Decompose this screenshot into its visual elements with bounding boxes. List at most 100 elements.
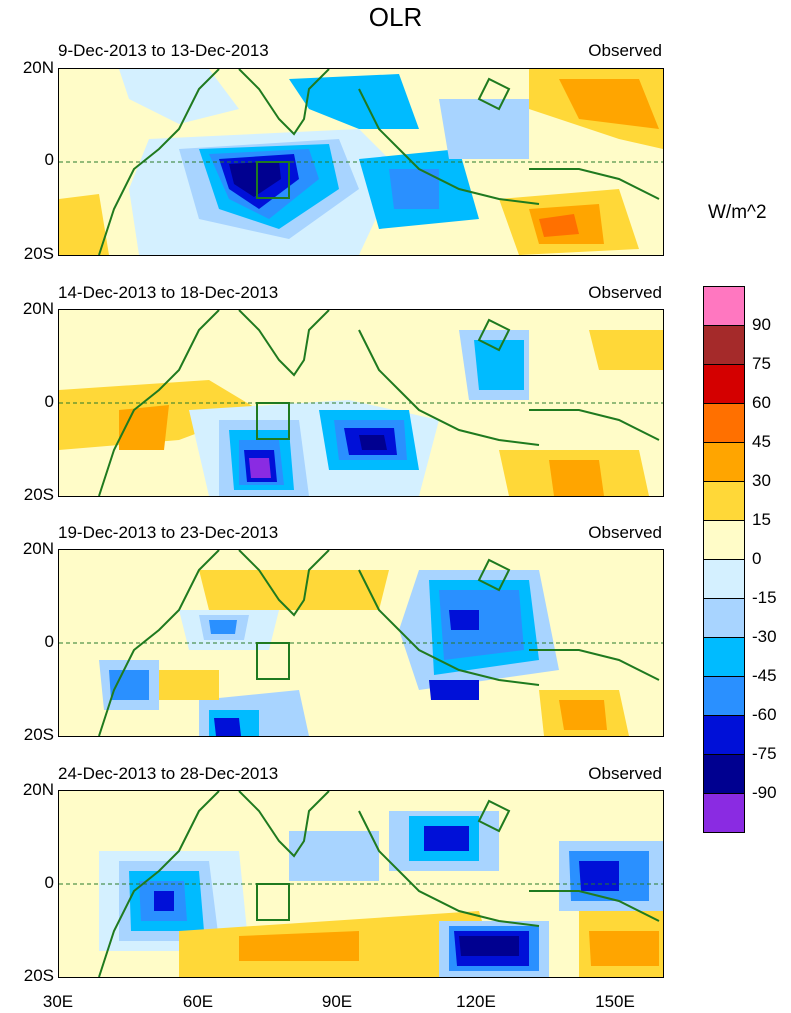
panel-2-philippines xyxy=(477,318,511,352)
panel-3-africa-coast xyxy=(98,550,220,736)
panel-1-anomalies xyxy=(59,69,663,255)
colorbar-swatch xyxy=(703,286,745,326)
p1-ytick-20s: 20S xyxy=(23,244,54,263)
xtick-30e: 30E xyxy=(42,992,74,1011)
p4-ytick-20s: 20S xyxy=(23,966,54,985)
panel-3-sea-neg-4 xyxy=(449,610,479,630)
colorbar-level-label: 60 xyxy=(752,393,771,412)
p4-ytick-0: 0 xyxy=(44,873,54,892)
panel-2-ne-pos xyxy=(589,330,663,370)
panel-2-observed-label: Observed xyxy=(588,283,662,302)
colorbar-level-label: 75 xyxy=(752,354,771,373)
colorbar-swatch xyxy=(703,325,745,365)
panel-4-india-coast xyxy=(238,791,330,858)
panel-3-philippines xyxy=(477,558,511,592)
panel-1-java-neg-2 xyxy=(389,169,439,209)
panel-2-india-coast xyxy=(238,310,330,377)
panel-4-se-pos-2 xyxy=(589,931,659,966)
colorbar-swatch xyxy=(703,793,745,833)
panel-4-observed-label: Observed xyxy=(588,764,662,783)
p1-ytick-0: 0 xyxy=(44,150,54,169)
panel-2-io-neg-6 xyxy=(249,458,271,478)
panel-4-philippines xyxy=(477,799,511,833)
colorbar-swatch xyxy=(703,481,745,521)
panel-2-svg xyxy=(59,310,663,496)
panel-4-anomalies xyxy=(59,791,663,977)
panel-1-north-negative xyxy=(119,69,239,124)
panel-4-map xyxy=(58,790,664,978)
panel-4-sea-neg-3 xyxy=(424,826,469,851)
units-label: W/m^2 xyxy=(708,202,767,223)
panel-3-java-neg xyxy=(429,680,479,700)
panel-1-coastlines xyxy=(98,69,660,255)
panel-2-map xyxy=(58,309,664,497)
panel-4-e-neg-3 xyxy=(579,861,619,891)
panel-2-period: 14-Dec-2013 to 18-Dec-2013 xyxy=(58,283,279,302)
colorbar xyxy=(703,286,745,833)
panel-2-se-pos-2 xyxy=(549,460,604,496)
panel-3-new-guinea xyxy=(529,649,660,681)
panel-2-sea-neg-2 xyxy=(474,340,524,390)
panel-3-mid-pos xyxy=(159,670,219,700)
panel-1-map xyxy=(58,68,664,256)
panel-4-new-guinea xyxy=(529,890,660,922)
xtick-60e: 60E xyxy=(182,992,214,1011)
colorbar-swatch xyxy=(703,598,745,638)
panel-1-india-coast xyxy=(238,69,330,136)
colorbar-swatch xyxy=(703,637,745,677)
panel-3-se-pos-2 xyxy=(559,700,607,730)
colorbar-level-label: 0 xyxy=(752,549,762,568)
panel-3-coastlines xyxy=(98,550,660,736)
panel-4-indonesia-coast xyxy=(358,810,540,927)
colorbar-level-label: -30 xyxy=(752,627,777,646)
panel-3-india-coast xyxy=(238,550,330,617)
panel-4-java-neg-4 xyxy=(459,936,519,956)
panel-1-io-neg-6 xyxy=(229,161,281,197)
panel-2-coastlines xyxy=(98,310,660,496)
colorbar-swatch xyxy=(703,364,745,404)
colorbar-level-label: -60 xyxy=(752,705,777,724)
colorbar-level-label: 90 xyxy=(752,315,771,334)
panel-3-box-region xyxy=(256,642,290,680)
colorbar-swatch xyxy=(703,403,745,443)
panel-4-period: 24-Dec-2013 to 28-Dec-2013 xyxy=(58,764,279,783)
colorbar-level-label: 30 xyxy=(752,471,771,490)
panel-4-io-neg xyxy=(289,831,379,881)
colorbar-swatch xyxy=(703,442,745,482)
panel-2-africa-coast xyxy=(98,310,220,496)
xtick-150e: 150E xyxy=(595,992,635,1011)
panel-1-se-pos-3 xyxy=(539,214,579,237)
colorbar-level-label: 15 xyxy=(752,510,771,529)
colorbar-level-label: -15 xyxy=(752,588,777,607)
panel-2-new-guinea xyxy=(529,409,660,441)
panel-1-sw-positive xyxy=(59,194,109,255)
panel-3-w-neg-2 xyxy=(109,670,149,700)
panel-3-map xyxy=(58,549,664,737)
panel-3-north-pos xyxy=(199,570,389,610)
panel-1-bay-neg xyxy=(289,74,419,129)
panel-4-box-region xyxy=(256,883,290,921)
panel-1-box-region xyxy=(256,161,290,199)
colorbar-swatch xyxy=(703,559,745,599)
panel-4-south-pos-2 xyxy=(239,931,359,961)
panel-1-sea-neg xyxy=(439,99,529,159)
panel-1-philippines xyxy=(477,77,511,111)
panel-3-sw-neg-3 xyxy=(214,718,241,736)
panel-3-io-neg-3 xyxy=(209,620,237,634)
panel-1-period: 9-Dec-2013 to 13-Dec-2013 xyxy=(58,41,269,60)
colorbar-swatch xyxy=(703,676,745,716)
panel-1-svg xyxy=(59,69,663,255)
xtick-120e: 120E xyxy=(456,992,496,1011)
p1-ytick-20n: 20N xyxy=(22,58,54,77)
panel-3-indonesia-coast xyxy=(358,569,540,686)
p4-ytick-20n: 20N xyxy=(22,780,54,799)
colorbar-level-label: 45 xyxy=(752,432,771,451)
panel-3-observed-label: Observed xyxy=(588,523,662,542)
p3-ytick-20s: 20S xyxy=(23,725,54,744)
colorbar-swatch xyxy=(703,520,745,560)
panel-1-ne-pos-2 xyxy=(559,79,659,129)
p3-ytick-0: 0 xyxy=(44,632,54,651)
panel-2-io2-neg-4 xyxy=(359,435,387,450)
panel-2-indonesia-coast xyxy=(358,329,540,446)
colorbar-swatch xyxy=(703,715,745,755)
